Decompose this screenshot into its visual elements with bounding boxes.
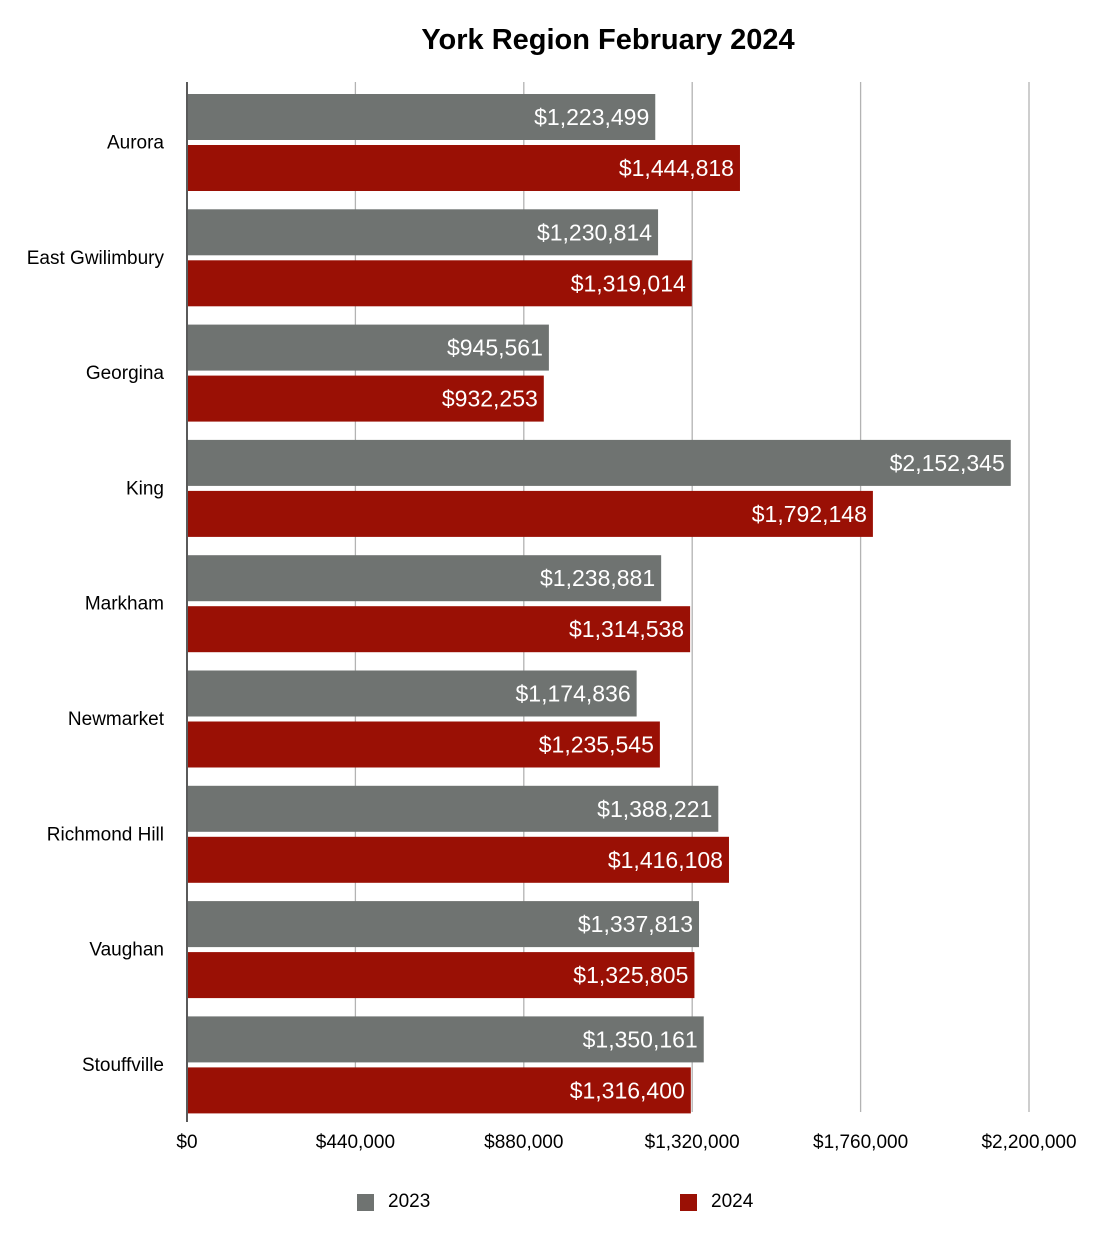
bar-value-label: $1,337,813: [578, 911, 693, 937]
bar-2024: [188, 375, 544, 422]
category-label: East Gwilimbury: [27, 248, 165, 269]
bar-value-label: $1,316,400: [570, 1077, 685, 1103]
bars: [188, 94, 1011, 1114]
x-tick-label: $1,760,000: [813, 1132, 908, 1153]
bar-value-label: $1,388,221: [597, 796, 712, 822]
chart-title: York Region February 2024: [421, 24, 795, 56]
bar-value-label: $1,350,161: [583, 1026, 698, 1052]
legend-label-2024: 2024: [711, 1191, 754, 1212]
legend-item-2023: 2023: [357, 1191, 430, 1213]
x-tick-label: $0: [176, 1132, 197, 1153]
bar-2023: [188, 901, 700, 948]
bar-2023: [188, 1016, 704, 1063]
bar-value-label: $1,174,836: [516, 681, 631, 707]
labels: $0 $440,000 $880,000 $1,320,000 $1,760,000 $2…: [27, 104, 1077, 1153]
bar-2023: [188, 555, 662, 602]
bar-2024: [188, 260, 692, 307]
category-label: Vaughan: [89, 940, 164, 961]
legend-item-2024: 2024: [680, 1191, 753, 1213]
bar-value-label: $1,325,805: [573, 962, 688, 988]
bar-2023: [188, 209, 659, 256]
bar-value-label: $1,416,108: [608, 847, 723, 873]
category-label: Stouffville: [82, 1055, 164, 1076]
bar-2023: [188, 94, 656, 140]
bar-2024: [188, 836, 729, 883]
category-label: Richmond Hill: [47, 824, 164, 845]
bar-2023: [188, 670, 637, 717]
x-tick-label: $880,000: [484, 1132, 563, 1153]
bar-value-label: $2,152,345: [890, 450, 1005, 476]
bar-value-label: $1,314,538: [569, 616, 684, 642]
bar-2023: [188, 785, 719, 832]
bar-2024: [188, 952, 695, 999]
category-label: Aurora: [107, 133, 164, 154]
legend-swatch-2024: [680, 1193, 697, 1211]
legend-swatch-2023: [357, 1193, 374, 1211]
bar-2023: [188, 439, 1011, 486]
bar-2024: [188, 606, 691, 653]
category-label: Newmarket: [68, 709, 165, 730]
bar-value-label: $1,792,148: [752, 501, 867, 527]
bar-2024: [188, 721, 660, 768]
bar-value-label: $1,235,545: [539, 732, 654, 758]
category-label: King: [126, 478, 164, 499]
bar-2024: [188, 490, 873, 537]
bar-value-label: $945,561: [447, 335, 543, 361]
bar-value-label: $1,319,014: [571, 270, 686, 296]
bar-value-label: $932,253: [442, 386, 538, 412]
bar-value-label: $1,238,881: [540, 565, 655, 591]
category-label: Georgina: [86, 363, 165, 384]
x-tick-label: $440,000: [316, 1132, 395, 1153]
bar-2024: [188, 1067, 691, 1114]
bar-2024: [188, 145, 740, 191]
bar-value-label: $1,444,818: [619, 155, 734, 181]
x-tick-label: $1,320,000: [645, 1132, 740, 1153]
bar-value-label: $1,230,814: [537, 219, 652, 245]
bar-value-label: $1,223,499: [534, 104, 649, 130]
category-label: Markham: [85, 594, 164, 615]
legend-label-2023: 2023: [388, 1191, 431, 1212]
x-tick-label: $2,200,000: [981, 1132, 1076, 1153]
bar-2023: [188, 324, 549, 371]
